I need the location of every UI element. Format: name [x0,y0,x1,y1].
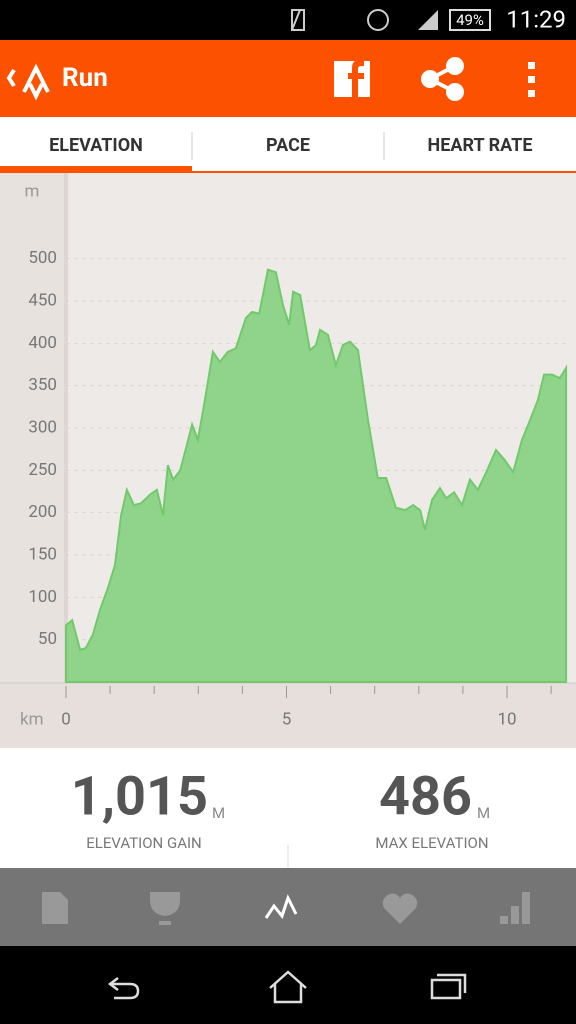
stat-value: 486 [379,765,472,828]
battery-text: 49% [456,11,484,29]
tab-baseline [0,171,576,173]
stat-unit: M [212,804,225,822]
elevation-area [65,268,568,683]
tab-bar [0,117,576,173]
x-tick-label: 10 [497,709,516,729]
app-title: Run [62,63,108,93]
nav-trophy[interactable] [150,892,180,925]
signal-icon [418,10,438,30]
tab[interactable]: HEART RATE [428,135,533,156]
tab[interactable]: ELEVATION [49,135,143,156]
facebook-f [348,60,364,97]
stat-unit: M [477,804,490,822]
x-axis-panel [0,683,576,748]
nav-activity[interactable] [264,894,298,920]
nfc-icon [291,9,305,31]
nav-heart[interactable] [382,893,418,925]
y-tick-label: 200 [28,502,57,522]
app-bar [0,40,576,117]
tab[interactable]: PACE [266,135,310,156]
y-tick-label: 150 [28,544,57,564]
nav-stats[interactable] [500,892,530,924]
x-unit: km [20,709,44,729]
stat-value: 1,015 [71,765,208,828]
stat-label: ELEVATION GAIN [86,834,202,852]
y-tick-label: 250 [28,460,57,480]
y-tick-label: 350 [28,375,57,395]
back-button[interactable] [107,977,140,1000]
home-button[interactable] [269,970,307,1004]
menu-button[interactable] [528,62,535,97]
bottom-nav [0,868,576,946]
y-axis-panel [0,173,64,683]
status-bar [0,0,576,40]
y-tick-label: 450 [28,290,57,310]
y-unit: m [25,181,40,201]
y-tick-label: 100 [28,587,57,607]
y-tick-label: 500 [28,248,57,268]
system-nav [0,946,576,1024]
clock: 11:29 [506,5,566,33]
x-tick-label: 0 [61,709,71,729]
nav-feed[interactable] [42,892,68,924]
recent-button[interactable] [430,973,467,1000]
tab-indicator [0,166,192,173]
y-tick-label: 400 [28,333,57,353]
x-tick-label: 5 [282,709,292,729]
stat-label: MAX ELEVATION [375,834,488,852]
alarm-icon [367,9,389,31]
back-logo[interactable] [6,63,50,101]
y-tick-label: 50 [38,629,57,649]
y-tick-label: 300 [28,417,57,437]
share-button[interactable] [421,57,464,101]
battery-icon [449,9,491,31]
